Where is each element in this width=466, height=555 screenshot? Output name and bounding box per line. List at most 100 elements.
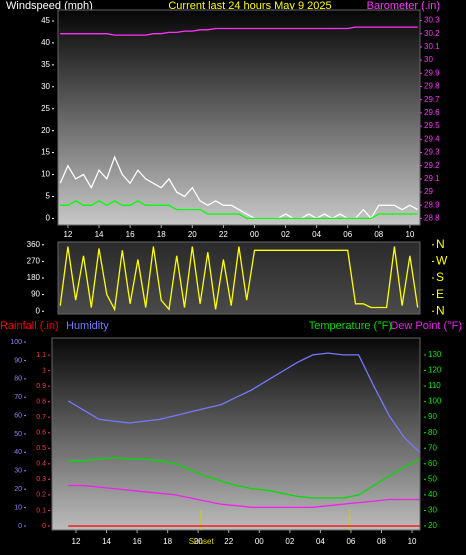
y-tick-label: 0.8 (36, 399, 46, 406)
y-tick-label: 10 (41, 170, 50, 179)
y3-tick-label: 80 (14, 376, 22, 383)
x-tick-label: 02 (281, 230, 290, 239)
y-tick-label: 0 (42, 523, 46, 530)
y2-tick-label: 30 (428, 506, 437, 515)
legend-entry: Rainfall (.in) (0, 320, 59, 332)
y2-tick-label: 29.8 (424, 82, 440, 91)
y-tick-label: 180 (27, 273, 41, 282)
y2-tick-label: 28.9 (424, 200, 440, 209)
y-tick-label: 0.7 (36, 414, 46, 421)
y3-tick-label: 20 (14, 486, 22, 493)
x-tick-label: 14 (95, 230, 104, 239)
series-line (59, 246, 419, 312)
x-tick-label: 16 (133, 537, 142, 546)
x-tick-label: 08 (374, 230, 383, 239)
y-tick-label: 30 (41, 82, 50, 91)
y2-tick-label: 110 (428, 381, 441, 390)
chart-title: Current last 24 hours May 9 2025 (168, 0, 331, 12)
y-tick-label: 0.5 (36, 445, 46, 452)
y2-tick-label: N (436, 237, 445, 251)
y-tick-label: 0.9 (36, 383, 46, 390)
x-tick-label: 06 (346, 537, 355, 546)
annotation: Sunset (189, 537, 215, 546)
y2-tick-label: 29.4 (424, 134, 440, 143)
y-tick-label: 40 (41, 38, 50, 47)
y-tick-label: 15 (41, 148, 50, 157)
y-tick-label: 360 (27, 240, 41, 249)
y-tick-label: 45 (41, 16, 50, 25)
x-tick-label: 12 (63, 230, 72, 239)
y2-tick-label: S (436, 270, 444, 284)
y3-tick-label: 70 (14, 394, 22, 401)
series-line (60, 200, 418, 220)
y-tick-label: 90 (31, 290, 40, 299)
x-tick-label: 18 (157, 230, 166, 239)
plot-area (51, 337, 421, 531)
y2-tick-label: 70 (428, 443, 437, 452)
y-tick-label: 0.4 (36, 461, 46, 468)
y3-tick-label: 40 (14, 449, 22, 456)
y2-tick-label: E (436, 287, 444, 301)
y3-tick-label: 60 (14, 412, 22, 419)
y-tick-label: 0.2 (36, 492, 46, 499)
series-line (59, 155, 419, 220)
y2-tick-label: 30.1 (424, 42, 440, 51)
y-tick-label: 0 (46, 214, 51, 223)
y-tick-label: 0.6 (36, 430, 46, 437)
y-tick-label: 0.3 (36, 476, 46, 483)
y2-tick-label: 20 (428, 521, 437, 530)
legend-entry: Temperature (°F) (309, 320, 392, 332)
legend-entry: Dew Point (°F) (390, 320, 462, 332)
y3-tick-label: 50 (14, 431, 22, 438)
y2-tick-label: 29 (424, 187, 433, 196)
x-tick-label: 06 (343, 230, 352, 239)
y2-tick-label: 29.9 (424, 68, 440, 77)
y2-tick-label: 29.3 (424, 148, 440, 157)
y3-tick-label: 10 (14, 504, 22, 511)
y2-tick-label: 30.3 (424, 16, 440, 25)
x-tick-label: 08 (377, 537, 386, 546)
x-tick-label: 00 (255, 537, 264, 546)
y-tick-label: 35 (41, 60, 50, 69)
series-line (67, 352, 421, 453)
y2-tick-label: W (436, 254, 448, 268)
y2-tick-label: 120 (428, 366, 442, 375)
series-line (68, 456, 420, 499)
x-tick-label: 16 (126, 230, 135, 239)
y-tick-label: 0.1 (36, 507, 46, 514)
y2-tick-label: 30 (424, 55, 433, 64)
x-tick-label: 04 (312, 230, 321, 239)
y2-tick-label: 40 (428, 490, 437, 499)
x-tick-label: 10 (408, 537, 417, 546)
y-tick-label: 1.1 (36, 352, 46, 359)
y-tick-label: 1 (42, 367, 46, 374)
y2-tick-label: 60 (428, 459, 437, 468)
barometer-label: Barometer (.in) (367, 0, 440, 12)
y2-tick-label: 29.7 (424, 95, 440, 104)
y-tick-label: 5 (46, 192, 51, 201)
y2-tick-label: 29.1 (424, 174, 440, 183)
x-tick-label: 00 (250, 230, 259, 239)
y2-tick-label: 90 (428, 412, 437, 421)
y2-tick-label: 29.2 (424, 161, 440, 170)
x-tick-label: 02 (285, 537, 294, 546)
series-line (68, 484, 420, 508)
y2-tick-label: 50 (428, 474, 437, 483)
plot-area (57, 241, 421, 315)
y2-tick-label: 28.8 (424, 214, 440, 223)
x-tick-label: 14 (102, 537, 111, 546)
wind-label: Windspeed (mph) (6, 0, 93, 12)
y3-tick-label: 90 (14, 357, 22, 364)
y2-tick-label: 130 (428, 350, 442, 359)
y-tick-label: 0 (36, 306, 41, 315)
y2-tick-label: 80 (428, 428, 437, 437)
y2-tick-label: 29.5 (424, 121, 440, 130)
x-tick-label: 12 (72, 537, 81, 546)
y3-tick-label: 0 (18, 523, 22, 530)
y2-tick-label: 29.6 (424, 108, 440, 117)
plot-area (57, 9, 421, 226)
x-tick-label: 22 (224, 537, 233, 546)
y2-tick-label: 100 (428, 397, 442, 406)
y2-tick-label: 30.2 (424, 29, 440, 38)
